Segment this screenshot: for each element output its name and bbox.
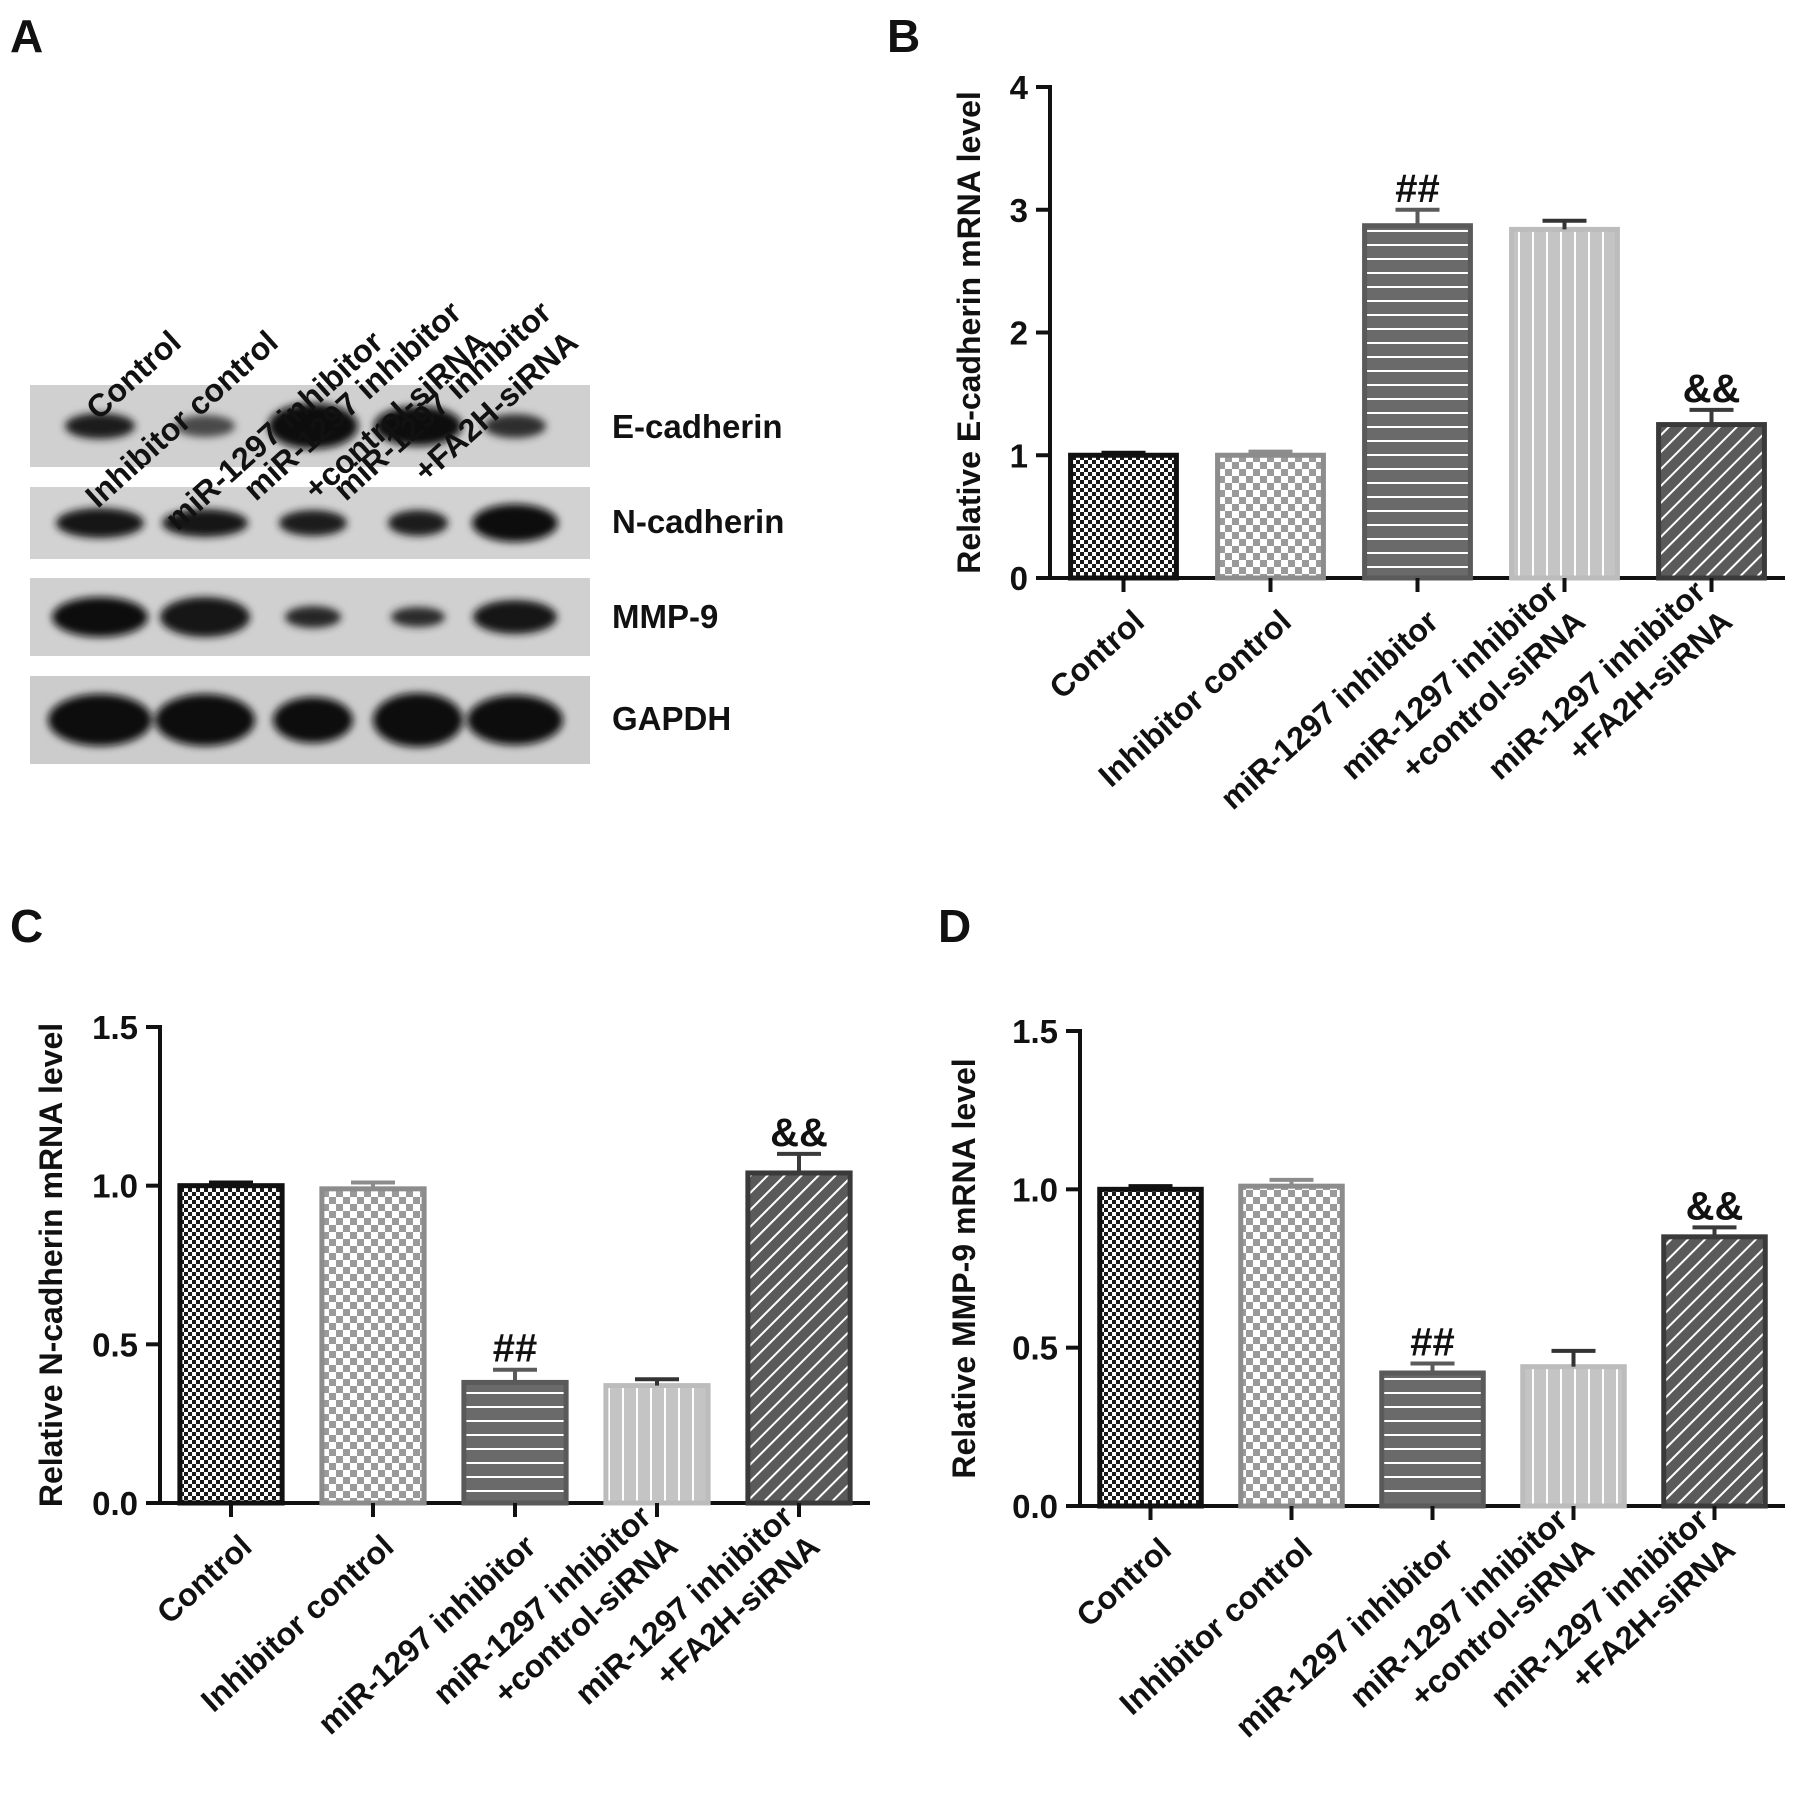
bar-2: [1215, 452, 1326, 581]
band-n-cadherin-lane-4: [388, 510, 448, 536]
bar-2: [1238, 1183, 1345, 1509]
x-tick-label-line: Control: [1042, 603, 1151, 706]
y-tick-label: 1.5: [1012, 1013, 1058, 1050]
band-gapdh-lane-2: [155, 694, 255, 746]
significance-5: &&: [1683, 367, 1741, 411]
x-tick-label-line: Control: [150, 1528, 259, 1631]
bar-5: [1661, 1234, 1768, 1509]
y-tick-label: 1.0: [1012, 1171, 1058, 1208]
significance-3: ##: [1410, 1321, 1455, 1365]
significance-3: ##: [1395, 167, 1440, 211]
bar-1: [1068, 452, 1179, 581]
panel-letter-c: C: [10, 900, 43, 952]
protein-labels: E-cadherin N-cadherin MMP-9 GAPDH: [612, 408, 784, 737]
bar-2: [319, 1186, 427, 1506]
band-mmp-9-lane-2: [160, 597, 250, 637]
significance-3: ##: [493, 1327, 538, 1371]
bar-3: [461, 1379, 569, 1506]
band-gapdh-lane-5: [467, 695, 563, 745]
y-axis-label: Relative E-cadherin mRNA level: [951, 91, 987, 574]
bar-5: [1656, 422, 1767, 581]
band-e-cadherin-lane-2: [175, 415, 235, 437]
protein-label-n-cadherin: N-cadherin: [612, 503, 784, 540]
band-gapdh-lane-3: [273, 697, 353, 743]
y-tick-label: 3: [1010, 192, 1028, 229]
y-tick-label: 1.0: [92, 1168, 138, 1205]
x-tick-label-line: Control: [1069, 1531, 1178, 1634]
band-mmp-9-lane-4: [391, 607, 445, 627]
band-n-cadherin-lane-3: [279, 510, 347, 536]
panel-letter-d: D: [938, 900, 971, 952]
x-tick-label-1: Control: [1042, 603, 1151, 706]
protein-label-e-cadherin: E-cadherin: [612, 408, 783, 445]
bar-3: [1379, 1370, 1486, 1509]
band-gapdh-lane-4: [373, 693, 463, 747]
band-n-cadherin-lane-2: [162, 509, 248, 537]
band-mmp-9-lane-3: [285, 606, 341, 628]
band-e-cadherin-lane-5: [484, 414, 546, 438]
bar-4: [603, 1383, 711, 1506]
significance-5: &&: [1686, 1184, 1744, 1228]
y-tick-label: 0: [1010, 560, 1028, 597]
bar-3: [1362, 223, 1473, 581]
blot-bands: [48, 403, 563, 747]
y-tick-label: 2: [1010, 315, 1028, 352]
chart-mmp-9: 0.0 0.5 1.0 1.5 Relative MMP-9 mRNA level Con…: [946, 1013, 1785, 1744]
bar-1: [1097, 1186, 1204, 1509]
band-gapdh-lane-1: [48, 694, 152, 746]
band-e-cadherin-lane-3: [268, 403, 358, 449]
bar-4: [1509, 226, 1620, 581]
panel-letter-a: A: [10, 10, 43, 62]
x-tick-label-1: Control: [1069, 1531, 1178, 1634]
y-tick-label: 0.0: [1012, 1488, 1058, 1525]
y-tick-label: 0.5: [1012, 1330, 1058, 1367]
significance-5: &&: [770, 1111, 828, 1155]
y-tick-label: 4: [1010, 69, 1029, 106]
panel-letter-b: B: [887, 10, 920, 62]
y-tick-label: 0.5: [92, 1326, 138, 1363]
protein-label-gapdh: GAPDH: [612, 700, 731, 737]
protein-label-mmp-9: MMP-9: [612, 598, 718, 635]
band-e-cadherin-lane-4: [374, 406, 462, 446]
band-mmp-9-lane-1: [52, 597, 148, 637]
y-axis-label: Relative N-cadherin mRNA level: [33, 1023, 69, 1507]
y-tick-label: 1: [1010, 437, 1028, 474]
band-n-cadherin-lane-1: [56, 508, 144, 538]
band-mmp-9-lane-5: [473, 600, 557, 634]
bar-5: [745, 1170, 853, 1506]
band-e-cadherin-lane-1: [65, 413, 135, 439]
chart-e-cadherin: 0 1 2 3 4 Relative E-cadherin mRNA level Contr…: [951, 69, 1785, 816]
y-tick-label: 0.0: [92, 1485, 138, 1522]
bar-4: [1520, 1364, 1627, 1509]
y-axis-label: Relative MMP-9 mRNA level: [946, 1058, 982, 1478]
chart-n-cadherin: 0.0 0.5 1.0 1.5 Relative N-cadherin mRNA lev…: [33, 1009, 870, 1741]
bar-1: [177, 1183, 285, 1506]
x-tick-label-1: Control: [150, 1528, 259, 1631]
y-tick-label: 1.5: [92, 1009, 138, 1046]
band-n-cadherin-lane-5: [472, 504, 558, 542]
